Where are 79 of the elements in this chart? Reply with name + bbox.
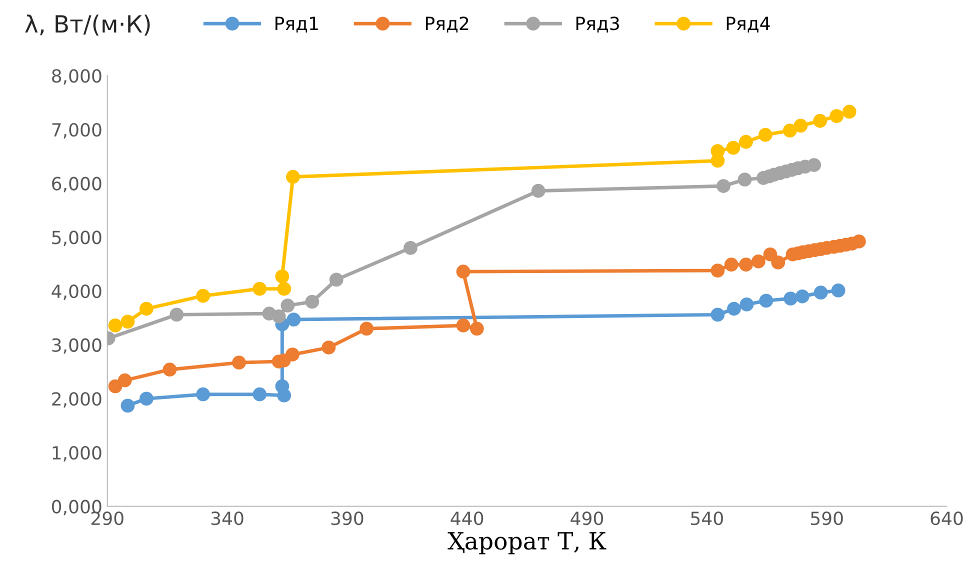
x-tick-label: 490 [570,512,604,526]
x-tick-label: 390 [331,512,364,526]
point [710,144,725,158]
point [752,254,766,268]
point [196,288,210,303]
point [531,184,546,198]
point [726,140,740,155]
point [739,258,753,272]
point [360,322,374,336]
point [738,172,752,187]
point [196,387,210,402]
point [275,270,290,284]
point [795,289,810,304]
point [456,264,470,279]
point [814,286,828,300]
point [120,314,135,329]
point [252,282,267,296]
point [232,356,246,370]
point [710,264,725,278]
point [724,258,738,272]
x-tick-label: 440 [450,512,484,526]
point [727,302,741,316]
point [305,294,320,309]
y-tick-label: 4,000 [52,284,102,300]
point [120,398,135,413]
point [740,298,754,312]
y-tick-label: 8,000 [52,69,102,85]
point [470,322,484,336]
point [716,179,730,193]
y-tick-label: 6,000 [52,176,102,192]
point [162,362,177,377]
point [322,340,336,354]
point [252,387,267,402]
legend-label: Ряд3 [576,16,619,32]
x-tick-label: 590 [810,512,843,526]
x-tick-label: 540 [691,512,723,526]
point [286,348,300,362]
point [807,158,822,172]
point [710,308,725,322]
x-axis-title: Ҳарорат Т, К [448,532,606,554]
point [739,134,753,149]
y-axis-title: λ, Вт/(м·К) [25,14,150,36]
x-tick-label: 640 [930,512,963,526]
point [771,256,786,270]
point [763,247,778,262]
y-tick-label: 3,000 [52,338,102,354]
point [286,170,300,184]
point [108,318,122,332]
legend-label: Ряд1 [276,16,318,32]
point [758,128,772,142]
x-tick-label: 340 [211,512,244,526]
y-tick-label: 1,000 [52,446,102,462]
point [813,114,828,128]
point [456,318,470,332]
point [782,124,797,138]
legend-label: Ряд2 [426,16,468,32]
point [794,118,808,133]
point [842,104,856,119]
point [170,308,184,322]
point [329,272,344,287]
legend-label: Ряд4 [726,16,770,32]
point [140,302,154,316]
point [277,282,292,296]
point [784,292,798,306]
point [852,234,866,248]
point [118,373,132,388]
point [280,298,295,312]
y-tick-label: 7,000 [52,122,102,138]
y-tick-label: 5,000 [52,230,102,246]
point [759,294,774,308]
point [831,284,846,298]
point [275,379,290,394]
point [272,309,286,324]
point [140,392,154,406]
point [404,240,418,255]
y-tick-label: 2,000 [52,392,102,408]
point [286,312,301,326]
point [108,379,122,394]
point [830,109,844,123]
